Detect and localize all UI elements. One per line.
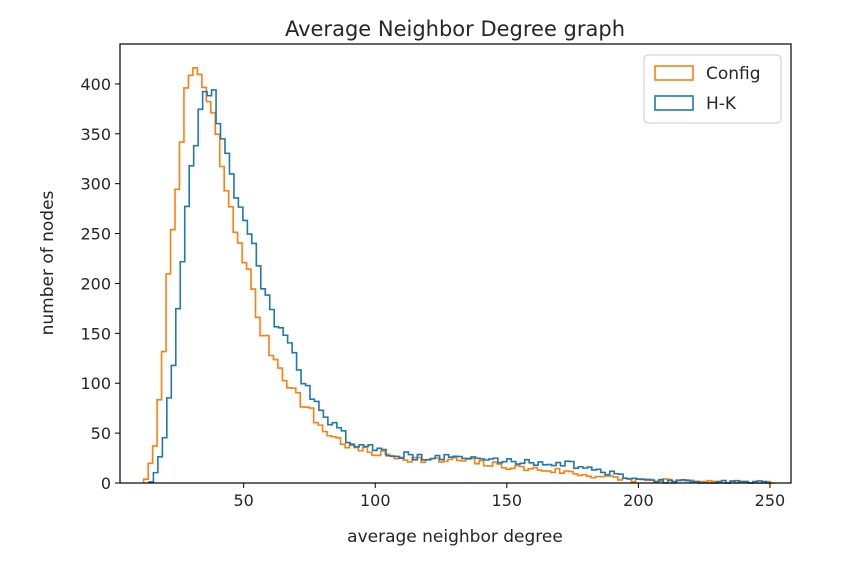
- plot-frame: [119, 43, 792, 484]
- x-axis-title: average neighbor degree: [347, 527, 563, 547]
- plot-area: [142, 66, 775, 484]
- y-tick-label: 200: [80, 274, 111, 293]
- y-tick-label: 100: [80, 374, 111, 393]
- legend-label-config: Config: [706, 64, 761, 84]
- y-tick-label: 0: [101, 474, 111, 493]
- x-tick-label: 100: [360, 491, 391, 510]
- chart-title: Average Neighbor Degree graph: [285, 17, 625, 41]
- y-tick-label: 400: [80, 75, 111, 94]
- x-tick-label: 150: [492, 491, 523, 510]
- legend: Config H-K: [643, 54, 782, 124]
- x-tick-label: 200: [623, 491, 654, 510]
- legend-box: [643, 54, 782, 124]
- y-tick-label: 50: [91, 424, 111, 443]
- legend-label-hk: H-K: [706, 94, 737, 114]
- y-tick-label: 350: [80, 125, 111, 144]
- y-tick-label: 250: [80, 225, 111, 244]
- series-hk-step: [148, 89, 771, 484]
- x-tick-label: 50: [233, 491, 253, 510]
- legend-swatch-config: [654, 65, 694, 81]
- x-tick-label: 250: [755, 491, 786, 510]
- y-axis-title: number of nodes: [38, 190, 58, 335]
- y-tick-label: 300: [80, 175, 111, 194]
- legend-swatch-hk: [654, 95, 694, 111]
- x-axis: 50 100 150 200 250: [233, 483, 785, 510]
- y-axis: 0 50 100 150 200 250 300 350 400: [80, 75, 120, 493]
- y-tick-label: 150: [80, 324, 111, 343]
